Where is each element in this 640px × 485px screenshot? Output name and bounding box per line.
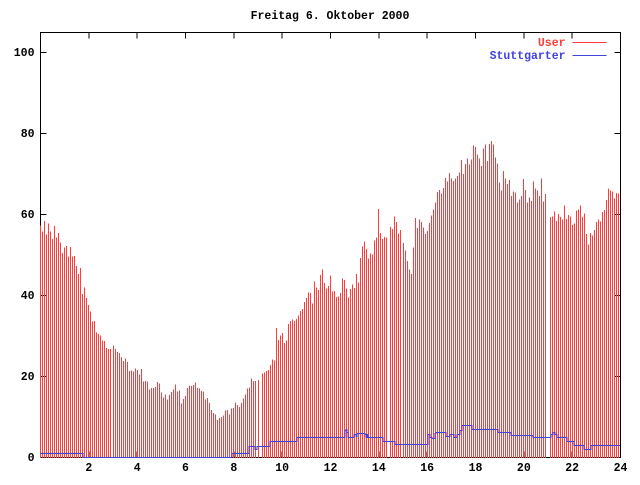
svg-text:Freitag 6. Oktober 2000: Freitag 6. Oktober 2000 (251, 10, 410, 23)
svg-text:40: 40 (21, 290, 35, 303)
svg-text:60: 60 (21, 209, 35, 222)
svg-text:Stuttgarter: Stuttgarter (490, 50, 566, 63)
svg-text:24: 24 (614, 462, 628, 475)
svg-text:0: 0 (28, 452, 35, 465)
svg-text:User: User (538, 37, 566, 50)
svg-text:16: 16 (420, 462, 434, 475)
svg-text:2: 2 (85, 462, 92, 475)
svg-text:4: 4 (134, 462, 141, 475)
svg-text:100: 100 (14, 47, 35, 60)
svg-text:12: 12 (324, 462, 338, 475)
svg-text:6: 6 (182, 462, 189, 475)
svg-text:10: 10 (275, 462, 289, 475)
svg-text:20: 20 (21, 371, 35, 384)
svg-text:8: 8 (230, 462, 237, 475)
svg-text:18: 18 (469, 462, 483, 475)
svg-text:14: 14 (372, 462, 386, 475)
svg-text:20: 20 (517, 462, 531, 475)
svg-text:80: 80 (21, 128, 35, 141)
svg-text:22: 22 (565, 462, 579, 475)
